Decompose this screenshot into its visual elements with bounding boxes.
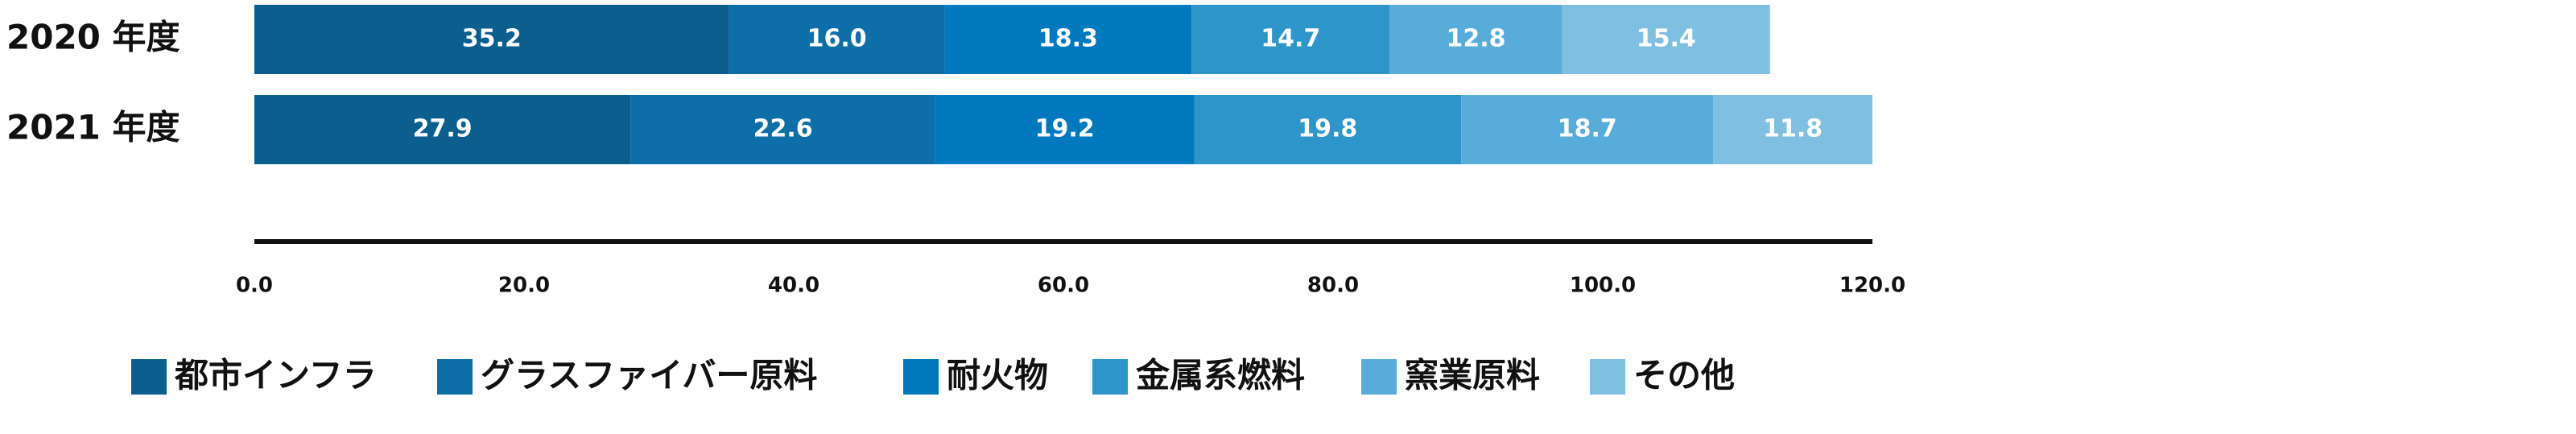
data-label: 15.4 bbox=[1637, 25, 1696, 53]
bar-segment bbox=[1461, 95, 1714, 164]
data-label: 22.6 bbox=[753, 115, 813, 143]
x-tick-label: 20.0 bbox=[498, 274, 550, 298]
category-label: 2021 年度 bbox=[6, 108, 180, 147]
x-tick-label: 60.0 bbox=[1038, 274, 1089, 298]
bar-segment bbox=[729, 5, 945, 74]
legend-label: 都市インフラ bbox=[174, 356, 377, 395]
bar-segment bbox=[1194, 95, 1462, 164]
legend-swatch bbox=[1590, 359, 1625, 395]
bar-segment bbox=[1389, 5, 1563, 74]
bar-segment bbox=[630, 95, 935, 164]
data-label: 16.0 bbox=[807, 25, 867, 53]
x-tick-label: 80.0 bbox=[1307, 274, 1359, 298]
legend-label: 窯業原料 bbox=[1405, 356, 1540, 395]
data-label: 18.7 bbox=[1558, 115, 1617, 143]
legend-swatch bbox=[903, 359, 939, 395]
data-label: 27.9 bbox=[413, 115, 473, 143]
legend-label: 金属系燃料 bbox=[1135, 356, 1305, 395]
x-tick-label: 0.0 bbox=[236, 274, 273, 298]
data-label: 11.8 bbox=[1763, 115, 1823, 143]
legend-label: グラスファイバー原料 bbox=[481, 356, 817, 395]
data-label: 35.2 bbox=[462, 25, 522, 53]
legend-swatch bbox=[1361, 359, 1397, 395]
x-tick-label: 40.0 bbox=[768, 274, 819, 298]
data-label: 19.2 bbox=[1035, 115, 1095, 143]
legend-label: その他 bbox=[1633, 356, 1735, 395]
bar-segment bbox=[1713, 95, 1872, 164]
legend-swatch bbox=[131, 359, 167, 395]
legend-swatch bbox=[437, 359, 473, 395]
bar-segment bbox=[1562, 5, 1770, 74]
legend-swatch bbox=[1092, 359, 1128, 395]
bar-segment bbox=[935, 95, 1195, 164]
bar-segment bbox=[254, 5, 729, 74]
legend-label: 耐火物 bbox=[947, 356, 1048, 395]
bar-segment bbox=[254, 95, 631, 164]
x-tick-label: 100.0 bbox=[1570, 274, 1636, 298]
data-label: 19.8 bbox=[1298, 115, 1357, 143]
category-label: 2020 年度 bbox=[6, 18, 180, 57]
data-label: 14.7 bbox=[1261, 25, 1320, 53]
x-tick-label: 120.0 bbox=[1839, 274, 1905, 298]
data-label: 12.8 bbox=[1447, 25, 1506, 53]
data-label: 18.3 bbox=[1038, 25, 1098, 53]
bar-segment bbox=[1191, 5, 1390, 74]
bar-segment bbox=[944, 5, 1192, 74]
